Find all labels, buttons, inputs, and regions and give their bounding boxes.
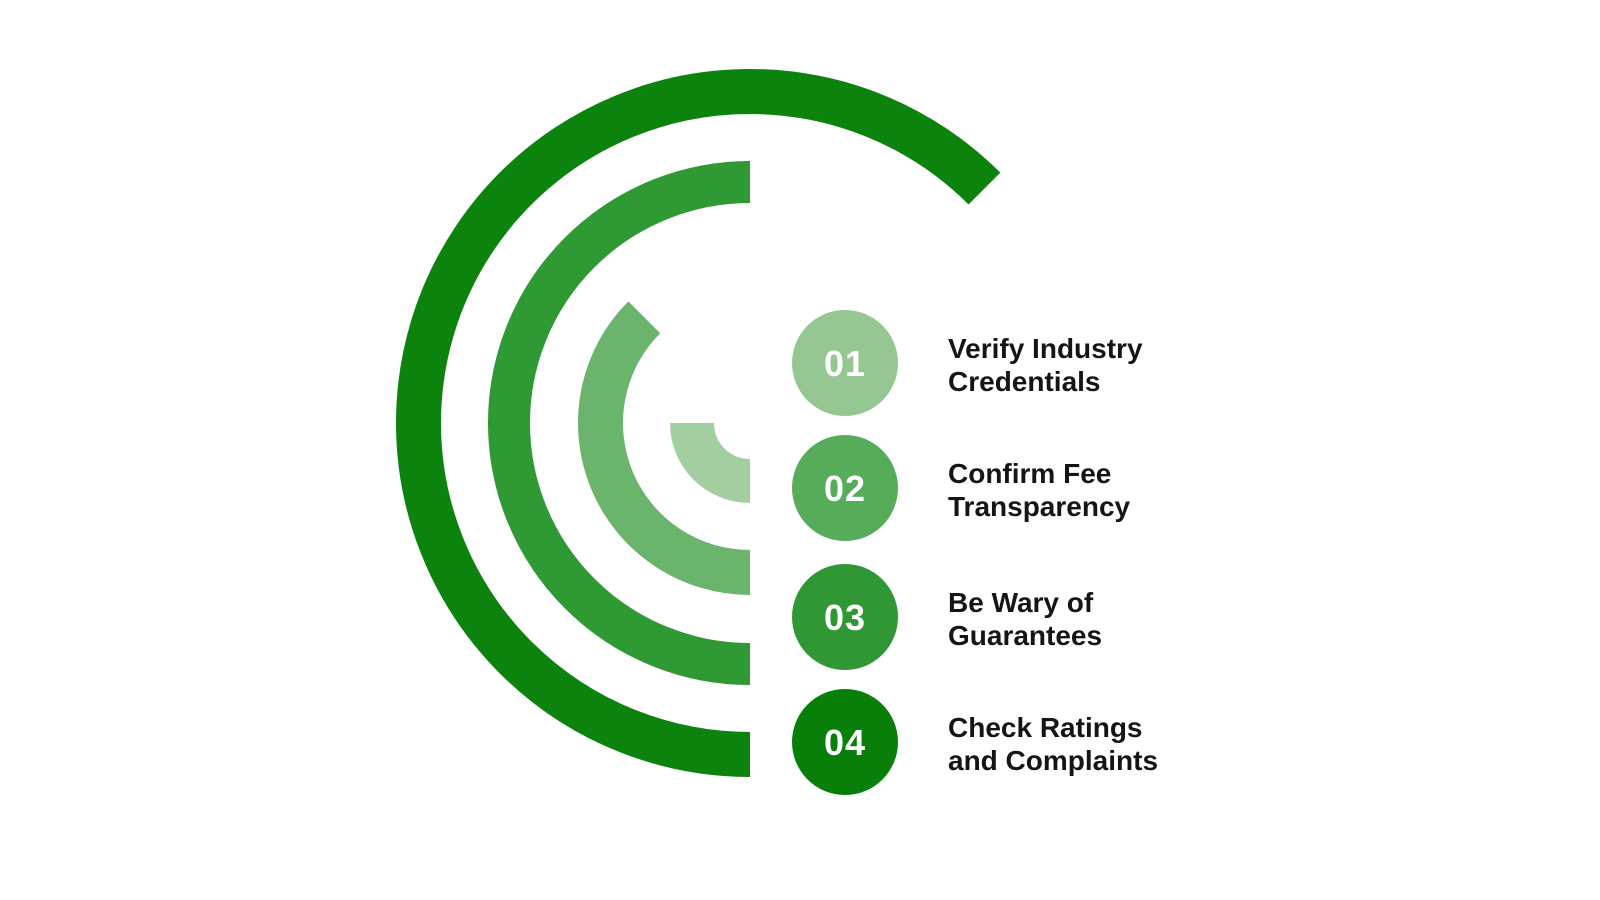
step-03-label-line1: Be Wary of xyxy=(948,587,1094,618)
step-item-04: 04 Check Ratings and Complaints xyxy=(792,689,1158,795)
concentric-rings xyxy=(395,69,1001,777)
step-item-01: 01 Verify Industry Credentials xyxy=(792,310,1143,416)
step-03-number: 03 xyxy=(824,597,866,638)
step-02-label-line2: Transparency xyxy=(948,491,1131,522)
step-04-label-line1: Check Ratings xyxy=(948,712,1143,743)
step-04-number: 04 xyxy=(824,722,866,763)
step-item-02: 02 Confirm Fee Transparency xyxy=(792,435,1131,541)
step-02-number-badge xyxy=(792,435,898,541)
step-04-number-badge xyxy=(792,689,898,795)
step-01-number: 01 xyxy=(824,343,866,384)
step-03-label-line2: Guarantees xyxy=(948,620,1102,651)
step-list: 01 Verify Industry Credentials 02 Confir… xyxy=(792,310,1158,795)
step-02-number: 02 xyxy=(824,468,866,509)
step-04-label-line2: and Complaints xyxy=(948,745,1158,776)
step-item-03: 03 Be Wary of Guarantees xyxy=(792,564,1102,670)
step-02-label-line1: Confirm Fee xyxy=(948,458,1111,489)
step-01-label-line2: Credentials xyxy=(948,366,1101,397)
ring-arc-step-03 xyxy=(487,161,751,685)
step-01-label-line1: Verify Industry xyxy=(948,333,1143,364)
step-03-number-badge xyxy=(792,564,898,670)
ring-arc-step-04 xyxy=(395,69,1001,777)
ring-arc-step-02 xyxy=(578,301,751,595)
step-01-number-badge xyxy=(792,310,898,416)
ring-arc-step-01 xyxy=(670,421,752,503)
